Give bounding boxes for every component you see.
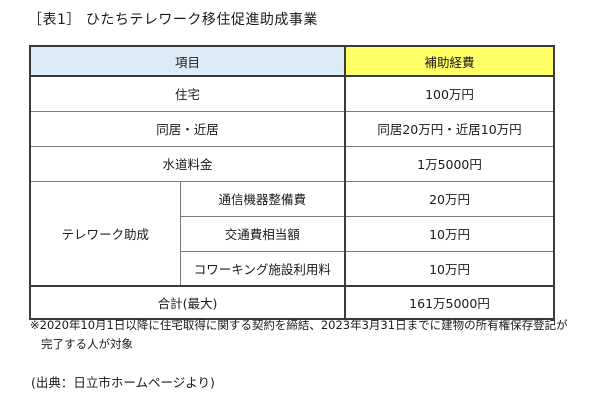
row-item: 住宅: [29, 75, 346, 112]
table-row: 交通費相当額 10万円: [30, 215, 555, 252]
row-cost: 20万円: [344, 180, 555, 217]
page-title: ［表1］ ひたちテレワーク移住促進助成事業: [28, 12, 318, 28]
row-cost: 10万円: [344, 250, 555, 287]
header-item: 項目: [29, 45, 346, 77]
row-cost: 100万円: [344, 75, 555, 112]
row-subitem: 交通費相当額: [179, 215, 346, 252]
footnote-line: ※2020年10月1日以降に住宅取得に関する契約を締結、2023年3月31日まで…: [30, 318, 568, 332]
source-credit: (出典：日立市ホームページより): [31, 375, 215, 390]
total-cost: 161万5000円: [344, 285, 555, 320]
footnote-line: 完了する人が対象: [41, 337, 133, 351]
header-cost: 補助経費: [344, 45, 555, 77]
table-row: 同居・近居 同居20万円・近居10万円: [29, 110, 555, 147]
table-row: 水道料金 1万5000円: [29, 145, 555, 182]
total-row: 合計(最大) 161万5000円: [29, 285, 555, 320]
total-item: 合計(最大): [29, 285, 346, 320]
telework-group-label: テレワーク助成: [29, 180, 181, 287]
grant-table: 項目 補助経費 住宅 100万円 同居・近居 同居20万円・近居10万円 水道料…: [29, 45, 556, 320]
row-item: 同居・近居: [29, 110, 346, 147]
table-row: テレワーク助成 通信機器整備費 20万円: [29, 180, 555, 287]
row-item: 水道料金: [29, 145, 346, 182]
row-cost: 1万5000円: [344, 145, 555, 182]
table-row: 住宅 100万円: [29, 75, 555, 112]
row-cost: 10万円: [344, 215, 555, 252]
table-header-row: 項目 補助経費: [29, 45, 555, 77]
row-subitem: 通信機器整備費: [179, 180, 346, 217]
table-row: コワーキング施設利用料 10万円: [30, 250, 555, 287]
row-subitem: コワーキング施設利用料: [179, 250, 346, 287]
row-cost: 同居20万円・近居10万円: [344, 110, 555, 147]
